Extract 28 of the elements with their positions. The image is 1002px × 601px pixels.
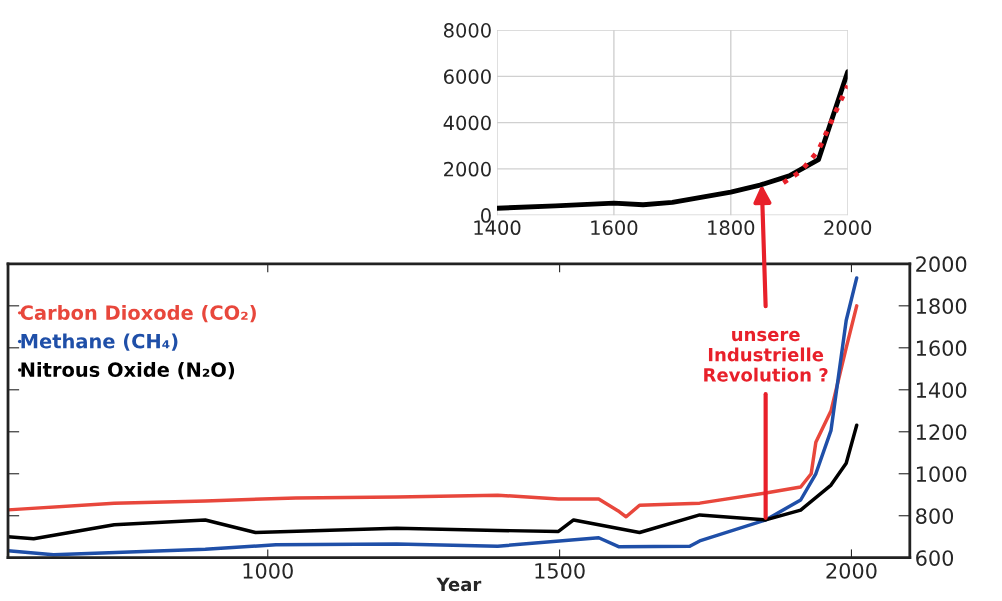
y-tick-label: 1600: [916, 340, 967, 357]
y-tick-label: 4000: [443, 115, 491, 131]
x-axis-title: Year: [436, 577, 482, 592]
line-series: [496, 69, 848, 211]
y-tick-label: 2000: [444, 161, 491, 177]
y-tick-label: 800: [916, 508, 954, 524]
line-series: [780, 83, 848, 186]
y-tick-label: 1400: [916, 382, 967, 398]
line-series: [8, 304, 859, 519]
y-tick-label: 8000: [443, 23, 491, 38]
x-tick-label: 1600: [591, 220, 638, 236]
y-tick-label: 600: [916, 550, 954, 566]
x-tick-label: 1000: [243, 562, 293, 579]
y-tick-label: 1200: [916, 424, 967, 440]
legend-label: Nitrous Oxide (N₂O): [21, 361, 235, 380]
y-tick-label: 1000: [916, 466, 967, 482]
x-tick-label: 2000: [824, 220, 872, 236]
x-tick-label: 2000: [826, 562, 877, 579]
y-tick-label: 6000: [444, 69, 491, 84]
x-tick-label: 1800: [708, 220, 755, 236]
x-tick-label: 1500: [535, 562, 585, 579]
legend-label: Carbon Dioxode (CO₂): [20, 304, 256, 323]
line-series: [8, 423, 859, 541]
legend-label: Methane (CH₄): [21, 333, 178, 351]
y-tick-label: 1800: [916, 298, 967, 315]
y-tick-label: 2000: [916, 256, 967, 273]
line-series: [8, 276, 859, 557]
annotation: unsere Industrielle Revolution ?: [704, 330, 828, 382]
